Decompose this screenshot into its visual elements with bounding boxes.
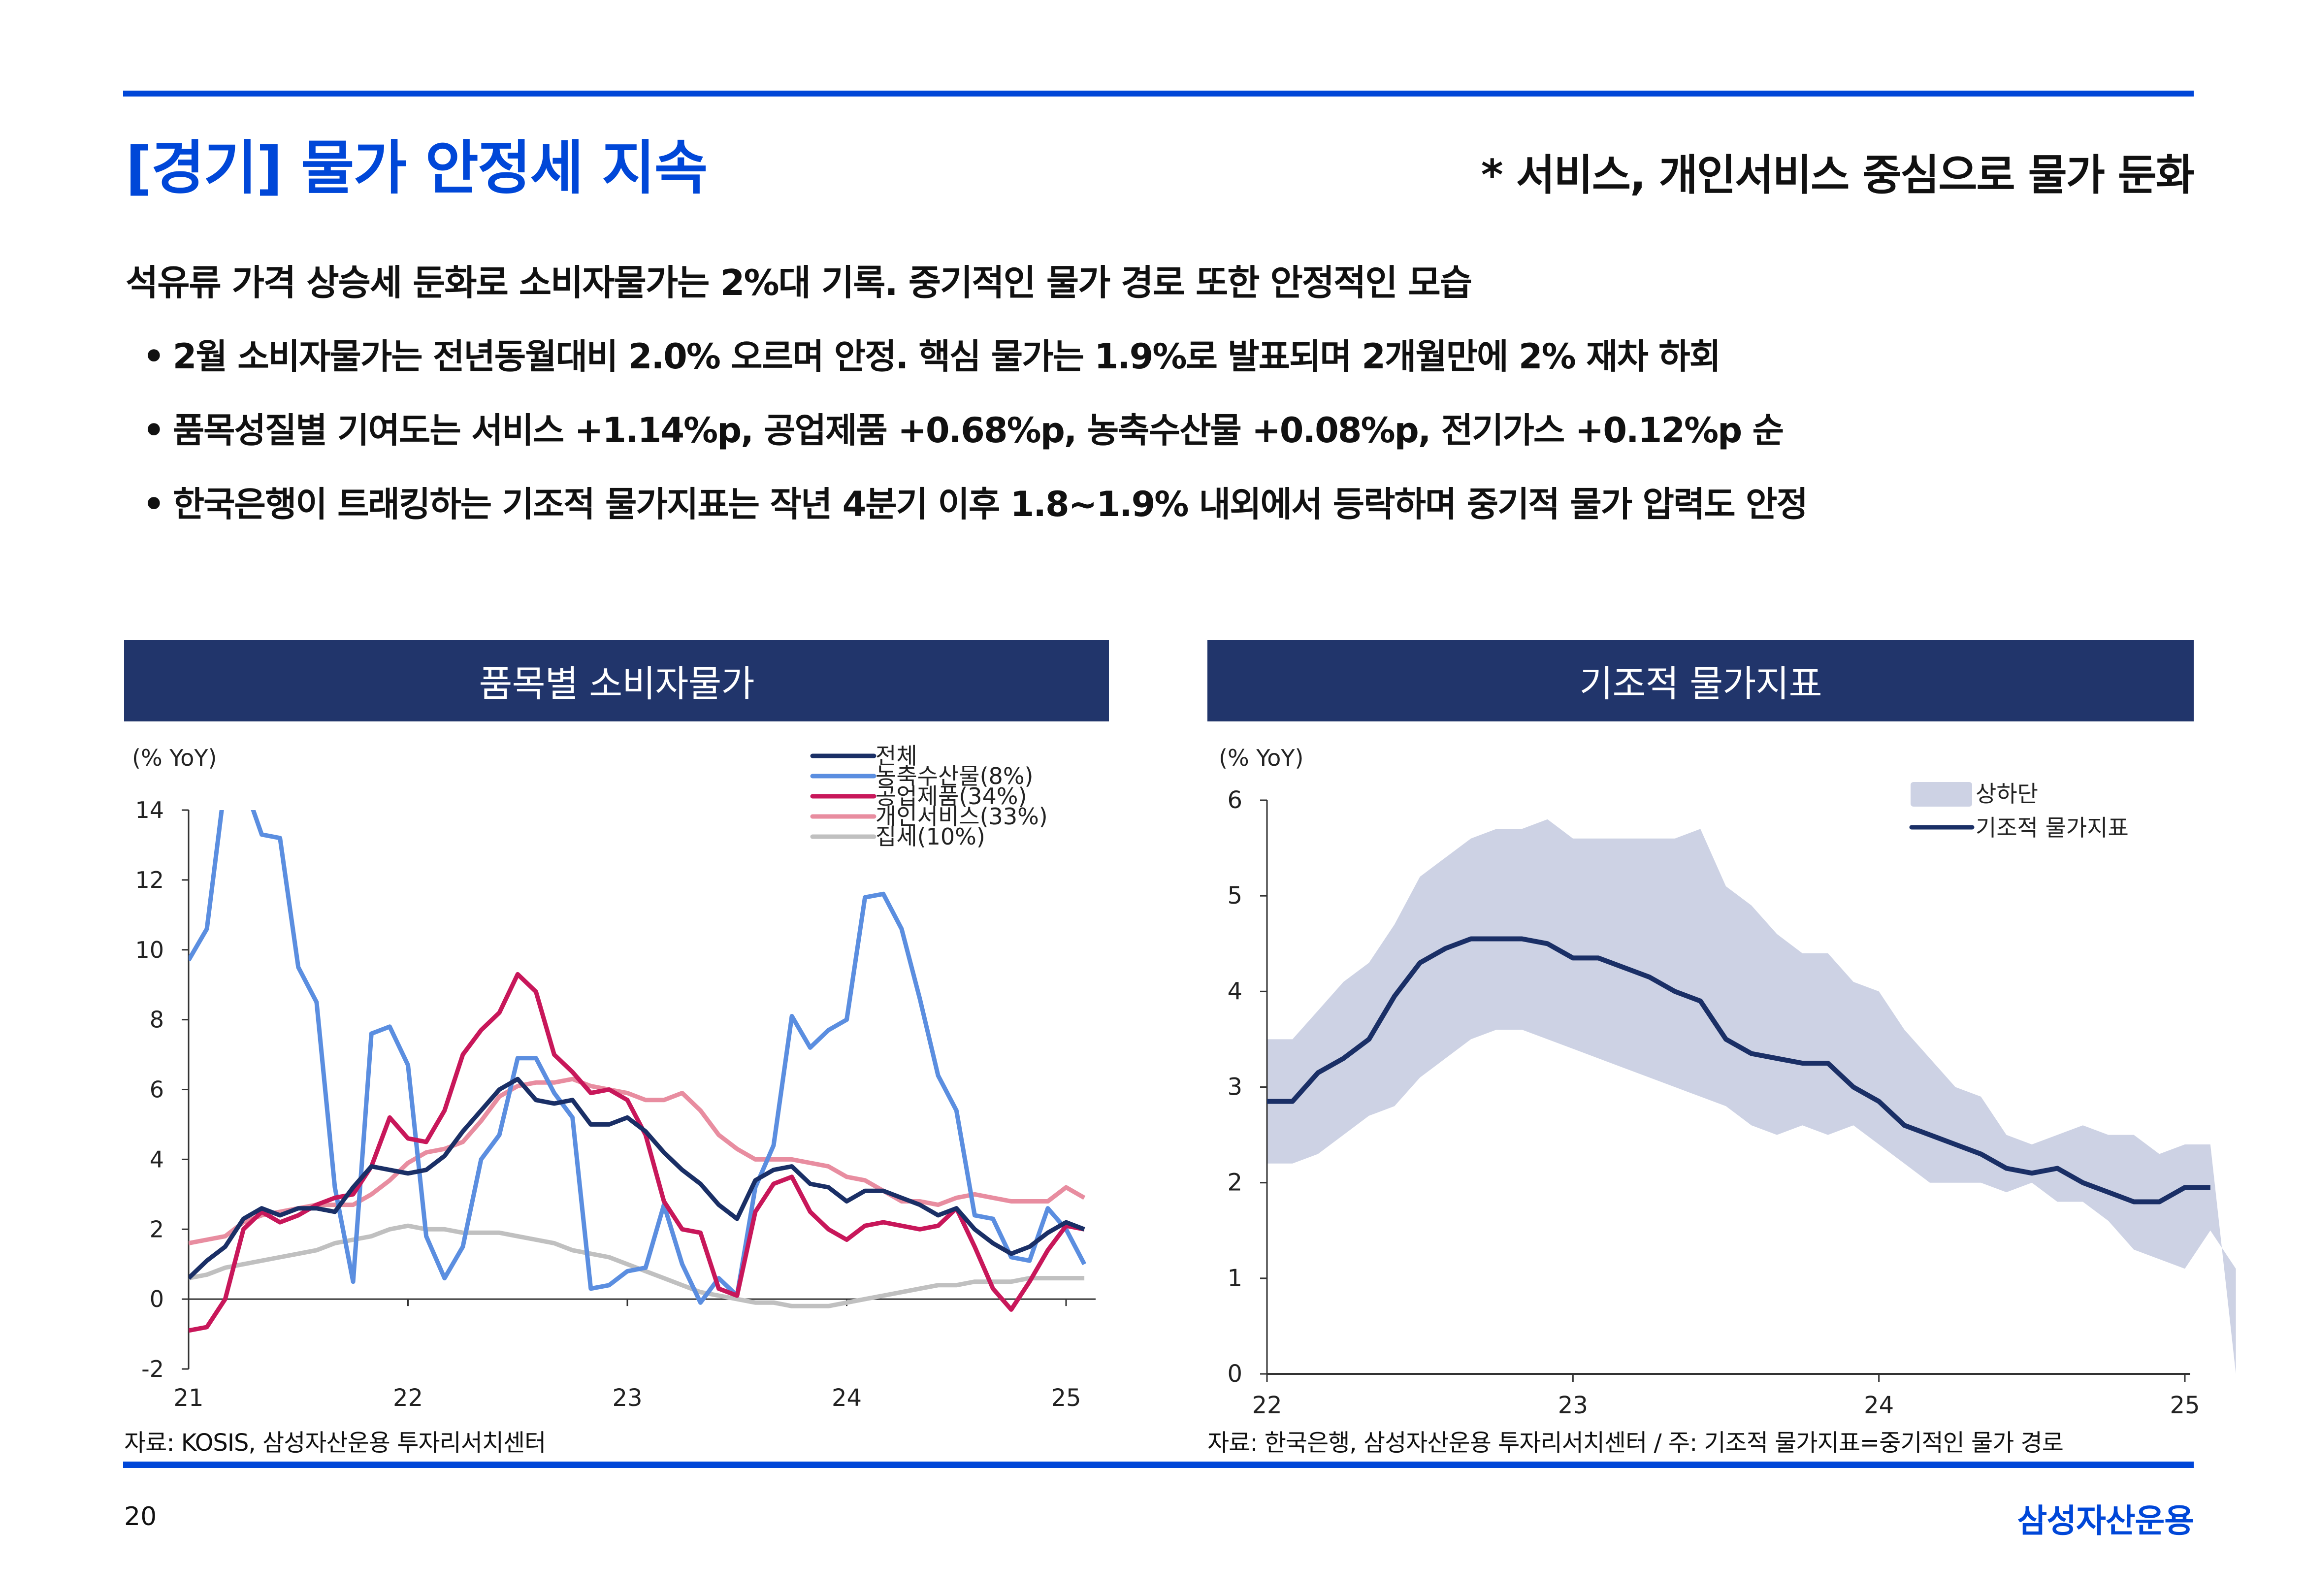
right-chart-title: 기조적 물가지표 — [1579, 663, 1822, 705]
page-note: * 서비스, 개인서비스 중심으로 물가 둔화 — [1481, 151, 2195, 200]
bullet-item: • 한국은행이 트래킹하는 기조적 물가지표는 작년 4분기 이후 1.8~1.9… — [143, 477, 1808, 526]
summary-headline: 석유류 가격 상승세 둔화로 소비자물가는 2%대 기록. 중기적인 물가 경로… — [126, 262, 1472, 303]
y-tick-label: 5 — [1227, 882, 1242, 910]
legend-label: 기조적 물가지표 — [1976, 814, 2129, 841]
y-tick-label: 4 — [1227, 977, 1242, 1005]
page-title: [경기] 물가 안정세 지속 — [126, 134, 708, 202]
y-tick-label: 6 — [150, 1076, 164, 1103]
x-tick-label: 22 — [393, 1384, 423, 1412]
y-tick-label: 10 — [135, 937, 164, 963]
legend-label: 상하단 — [1976, 781, 2038, 807]
bullet-icon: • — [143, 336, 165, 377]
legend-label: 전체 — [876, 743, 917, 769]
right-chart-source: 자료: 한국은행, 삼성자산운용 투자리서치센터 / 주: 기조적 물가지표=중… — [1207, 1429, 2064, 1457]
left-chart-title: 품목별 소비자물가 — [479, 663, 754, 705]
bullet-icon: • — [143, 410, 165, 451]
bullet-text: 한국은행이 트래킹하는 기조적 물가지표는 작년 4분기 이후 1.8~1.9%… — [172, 484, 1808, 524]
bullet-item: • 품목성질별 기여도는 서비스 +1.14%p, 공업제품 +0.68%p, 농… — [143, 403, 1784, 453]
page-number: 20 — [124, 1502, 157, 1531]
x-tick-label: 25 — [1051, 1384, 1081, 1412]
y-tick-label: 3 — [1227, 1074, 1242, 1101]
y-tick-label: 14 — [135, 797, 164, 823]
legend-label: 집세(10%) — [876, 823, 985, 850]
legend-label: 농축수산물(8%) — [876, 763, 1033, 789]
bullet-text: 2월 소비자물가는 전년동월대비 2.0% 오르며 안정. 핵심 물가는 1.9… — [172, 336, 1721, 377]
bottom-divider — [123, 1462, 2194, 1468]
y-tick-label: 2 — [150, 1216, 164, 1242]
x-tick-label: 21 — [173, 1384, 203, 1412]
y-tick-label: -2 — [141, 1356, 164, 1382]
y-tick-label: 0 — [150, 1286, 164, 1312]
y-tick-label: 1 — [1227, 1265, 1242, 1292]
y-tick-label: 12 — [135, 867, 164, 893]
brand-logo: 삼성자산운용 — [2017, 1502, 2194, 1540]
x-tick-label: 24 — [832, 1384, 862, 1412]
y-tick-label: 0 — [1227, 1360, 1242, 1388]
band-area — [1267, 819, 2236, 1374]
bullet-item: • 2월 소비자물가는 전년동월대비 2.0% 오르며 안정. 핵심 물가는 1.… — [143, 329, 1721, 379]
bullet-icon: • — [143, 484, 165, 524]
legend-label: 공업제품(34%) — [876, 783, 1027, 810]
x-tick-label: 22 — [1252, 1392, 1282, 1419]
x-tick-label: 23 — [612, 1384, 642, 1412]
y-axis-label: (% YoY) — [132, 745, 217, 771]
left-chart-source: 자료: KOSIS, 삼성자산운용 투자리서치센터 — [124, 1429, 546, 1457]
line-series-0 — [189, 1076, 1085, 1280]
left-chart-header: 품목별 소비자물가 — [124, 640, 1109, 721]
bullet-text: 품목성질별 기여도는 서비스 +1.14%p, 공업제품 +0.68%p, 농축… — [172, 410, 1784, 451]
y-tick-label: 4 — [150, 1146, 164, 1173]
top-divider — [123, 91, 2194, 97]
line-series-2 — [189, 972, 1085, 1333]
y-tick-label: 6 — [1227, 786, 1242, 814]
legend-swatch — [1911, 782, 1972, 807]
x-tick-label: 25 — [2170, 1392, 2200, 1419]
line-series-1 — [189, 810, 1087, 1305]
x-tick-label: 24 — [1864, 1392, 1894, 1419]
legend-label: 개인서비스(33%) — [876, 803, 1048, 830]
y-tick-label: 2 — [1227, 1169, 1242, 1197]
y-tick-label: 8 — [150, 1007, 164, 1033]
line-underlying-inflation — [1267, 936, 2210, 1205]
x-tick-label: 23 — [1558, 1392, 1588, 1419]
y-axis-label: (% YoY) — [1219, 745, 1303, 771]
right-chart-header: 기조적 물가지표 — [1207, 640, 2194, 721]
